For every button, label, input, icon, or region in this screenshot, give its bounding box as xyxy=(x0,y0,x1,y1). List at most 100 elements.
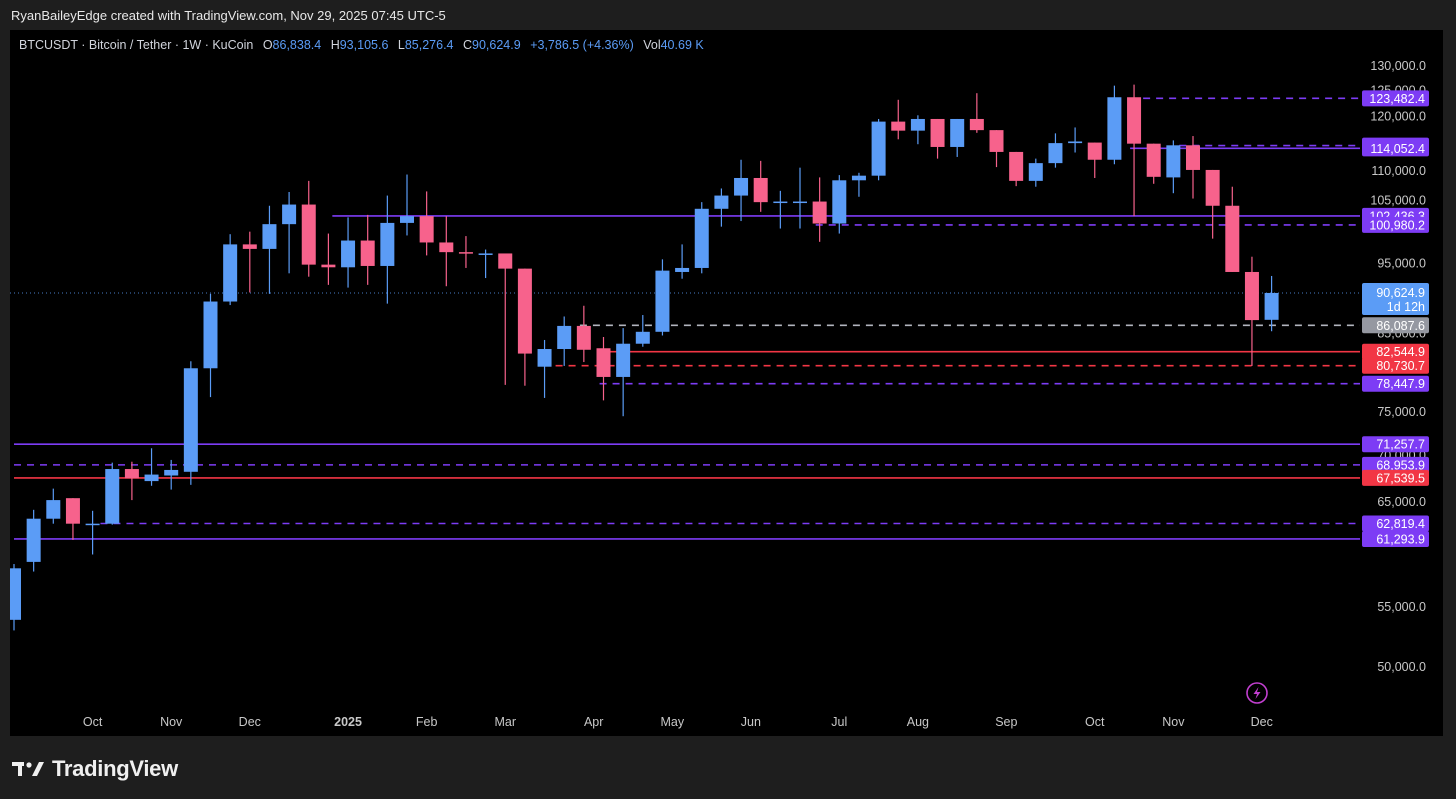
x-tick-label: Apr xyxy=(584,715,603,729)
candle xyxy=(1048,133,1063,168)
x-tick-label: Oct xyxy=(1085,715,1105,729)
x-tick-label: Jul xyxy=(831,715,847,729)
candle xyxy=(164,459,179,490)
candle-body xyxy=(282,204,297,225)
candle-body xyxy=(655,270,670,332)
y-tick-label: 110,000.0 xyxy=(1371,164,1426,178)
volume-value: 40.69 K xyxy=(660,38,704,52)
candle xyxy=(360,214,375,285)
candle xyxy=(400,174,414,236)
candle xyxy=(380,195,395,304)
lightning-icon[interactable] xyxy=(1246,682,1268,704)
candle-body xyxy=(1068,141,1083,144)
candle-body xyxy=(734,177,749,196)
candle xyxy=(262,205,277,294)
candle-body xyxy=(1244,271,1259,321)
candle xyxy=(1107,85,1122,165)
candle-body xyxy=(851,175,866,181)
candle xyxy=(635,315,650,347)
candle xyxy=(989,130,1004,168)
candle xyxy=(478,249,493,279)
y-tick-label: 75,000.0 xyxy=(1377,405,1426,419)
candle-body xyxy=(950,118,965,147)
tradingview-wordmark: TradingView xyxy=(52,756,178,781)
candle xyxy=(85,510,100,555)
level-tag: 86,087.6 xyxy=(1376,319,1425,333)
candle-body xyxy=(537,349,552,367)
candle xyxy=(1225,186,1240,272)
x-tick-label: Aug xyxy=(907,715,929,729)
candle-body xyxy=(458,252,473,254)
level-tag: 80,730.7 xyxy=(1376,359,1425,373)
candle-body xyxy=(557,325,572,350)
open-value: 86,838.4 xyxy=(272,38,322,52)
candle-body xyxy=(910,118,925,131)
candle xyxy=(498,253,513,385)
lightning-icon-bolt xyxy=(1253,687,1261,699)
x-tick-label: May xyxy=(660,715,684,729)
low-value: 85,276.4 xyxy=(404,38,454,52)
candle-body xyxy=(1107,97,1122,160)
candle-body xyxy=(989,130,1004,152)
candle-body xyxy=(1186,145,1200,170)
candle xyxy=(301,180,316,277)
level-tag: 61,293.9 xyxy=(1376,532,1425,546)
tradingview-logo-icon xyxy=(12,762,44,776)
candle-body xyxy=(1127,97,1142,144)
level-tag-bg xyxy=(1362,469,1429,486)
candle xyxy=(26,509,41,572)
x-tick-label: Oct xyxy=(83,715,103,729)
candle xyxy=(655,259,670,336)
candle-body xyxy=(576,325,591,350)
candle-body xyxy=(930,118,945,147)
candle-body xyxy=(812,201,827,224)
candle-body xyxy=(203,301,218,369)
y-tick-label: 95,000.0 xyxy=(1377,256,1426,270)
level-tag-bg xyxy=(1362,436,1429,453)
x-tick-label: 2025 xyxy=(334,715,362,729)
candlestick-chart[interactable]: 130,000.0125,000.0120,000.0115,000.0110,… xyxy=(10,30,1443,736)
candle-body xyxy=(1264,292,1279,320)
y-tick-label: 50,000.0 xyxy=(1377,660,1426,674)
level-tag-bg xyxy=(1362,216,1429,233)
candle xyxy=(1244,256,1259,366)
x-tick-label: Feb xyxy=(416,715,438,729)
candle xyxy=(242,231,257,293)
candle xyxy=(1205,169,1220,239)
level-tag-bg xyxy=(1362,343,1429,360)
candle xyxy=(812,177,827,242)
candle xyxy=(557,316,572,366)
candle-body xyxy=(124,469,139,479)
level-tag-bg xyxy=(1362,90,1429,107)
candle xyxy=(419,191,434,256)
candle-body xyxy=(714,195,729,209)
level-tag: 123,482.4 xyxy=(1369,92,1425,106)
candle xyxy=(773,190,788,229)
y-tick-label: 65,000.0 xyxy=(1377,495,1426,509)
level-tag: 78,447.9 xyxy=(1376,377,1425,391)
tradingview-brand[interactable]: TradingView xyxy=(12,756,178,782)
candle xyxy=(930,118,945,159)
level-tag: 114,052.4 xyxy=(1370,142,1425,156)
close-value: 90,624.9 xyxy=(472,38,521,52)
candle-body xyxy=(1087,142,1102,160)
candle-body xyxy=(675,267,690,272)
y-tick-label: 105,000.0 xyxy=(1370,193,1426,207)
candle-body xyxy=(1146,143,1161,177)
candle xyxy=(105,462,120,525)
y-tick-label: 120,000.0 xyxy=(1370,109,1426,123)
chart-frame[interactable]: 130,000.0125,000.0120,000.0115,000.0110,… xyxy=(10,30,1443,736)
candle-body xyxy=(694,208,709,268)
candle-body xyxy=(753,177,768,203)
candle-body xyxy=(616,343,631,377)
candle-body xyxy=(596,348,611,377)
candle xyxy=(1028,158,1043,187)
candle xyxy=(969,93,984,133)
volume-label: Vol xyxy=(643,38,661,52)
candle-body xyxy=(871,121,886,176)
candle xyxy=(537,339,552,398)
bottom-bar: TradingView xyxy=(0,736,1456,799)
high-label: H xyxy=(330,38,340,52)
lightning-icon-ring xyxy=(1246,682,1268,704)
level-tag-bg xyxy=(1362,515,1429,532)
